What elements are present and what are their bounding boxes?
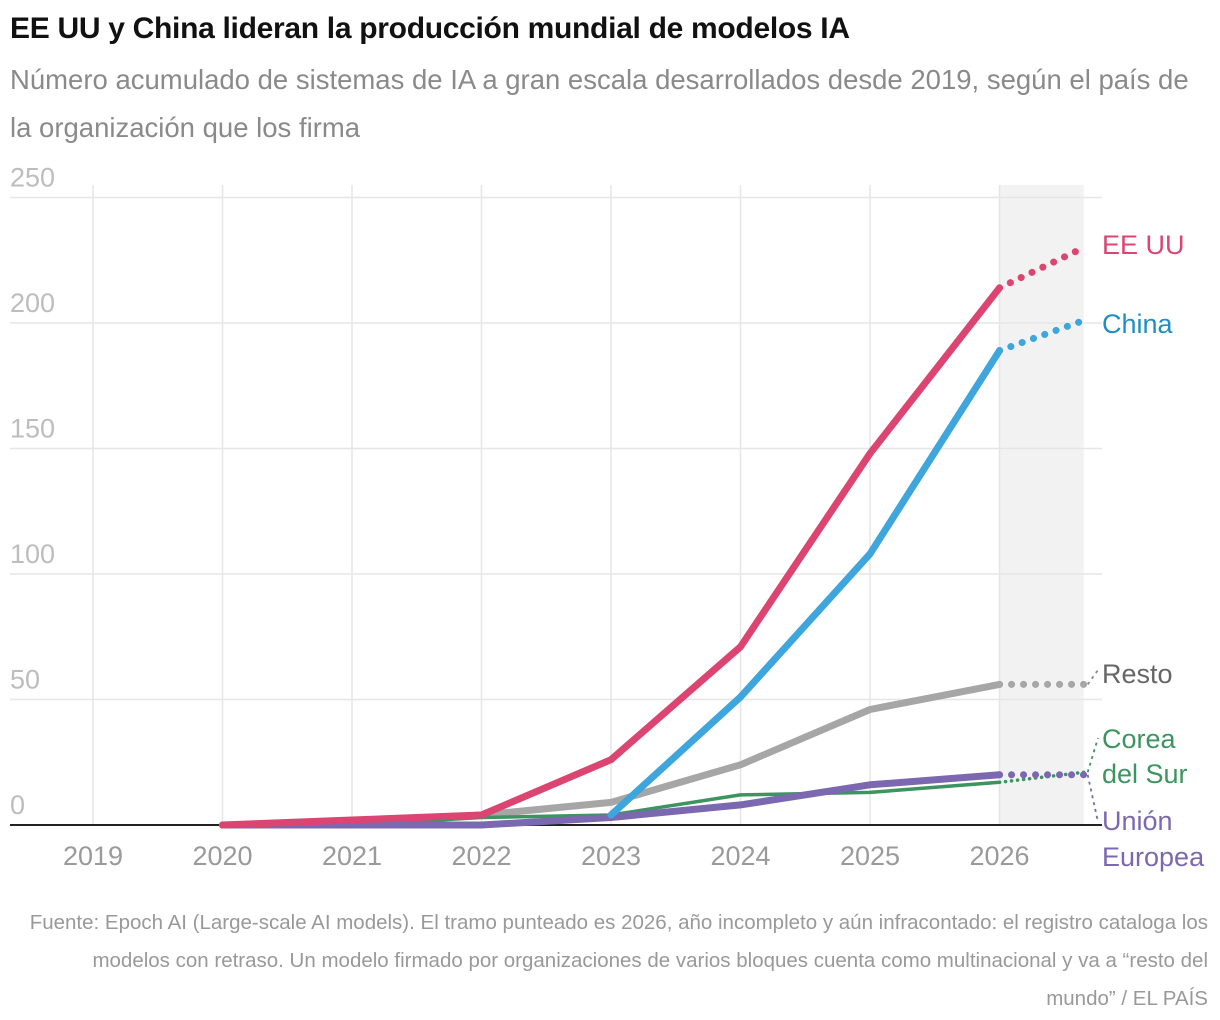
- x-tick-2024: 2024: [710, 841, 770, 871]
- x-tick-2023: 2023: [581, 841, 641, 871]
- x-tick-labels: 2019 2020 2021 2022 2023 2024 2025 2026: [63, 841, 1030, 871]
- series-labels: Resto Corea del Sur Unión Europea China EE UU: [1086, 230, 1205, 872]
- x-gridlines: [92, 184, 1001, 825]
- x-tick-2022: 2022: [451, 841, 511, 871]
- series-label-union-europea: Unión Europea: [1102, 806, 1205, 872]
- leader-line-corea-del-sur: [1086, 737, 1099, 773]
- series-projection-ee-uu: [996, 244, 1088, 292]
- chart-title: EE UU y China lideran la producción mund…: [10, 12, 850, 45]
- series-projection-china: [996, 317, 1088, 355]
- series-label-china: China: [1102, 309, 1174, 339]
- incomplete-year-shading: [999, 184, 1084, 825]
- series-projection-corea-del-sur: [997, 770, 1086, 785]
- source-note: Fuente: Epoch AI (Large-scale AI models)…: [29, 911, 1208, 1010]
- x-tick-2020: 2020: [192, 841, 252, 871]
- y-tick-100: 100: [10, 539, 55, 569]
- leader-line-resto: [1086, 669, 1099, 685]
- x-tick-2021: 2021: [322, 841, 382, 871]
- y-tick-50: 50: [10, 665, 40, 695]
- y-tick-200: 200: [10, 288, 55, 318]
- series-line-ee-uu: [219, 284, 1003, 829]
- series-label-corea-del-sur: Corea del Sur: [1102, 724, 1188, 789]
- series-label-resto: Resto: [1102, 659, 1173, 689]
- x-tick-2026: 2026: [969, 841, 1029, 871]
- chart-subtitle: Número acumulado de sistemas de IA a gra…: [10, 64, 1189, 143]
- x-tick-2019: 2019: [63, 841, 123, 871]
- x-tick-2025: 2025: [840, 841, 900, 871]
- y-tick-250: 250: [10, 163, 55, 193]
- series-label-ee-uu: EE UU: [1102, 230, 1185, 260]
- line-chart: 0 50 100 150 200 250 2019 2020 2021 2022 2023 2024…: [10, 163, 1205, 872]
- series-line-china: [607, 347, 1003, 819]
- y-tick-0: 0: [10, 790, 25, 820]
- leader-line-union-europea: [1086, 774, 1099, 823]
- series-lines: [219, 244, 1088, 829]
- y-tick-labels: 0 50 100 150 200 250: [10, 163, 55, 821]
- y-tick-150: 150: [10, 414, 55, 444]
